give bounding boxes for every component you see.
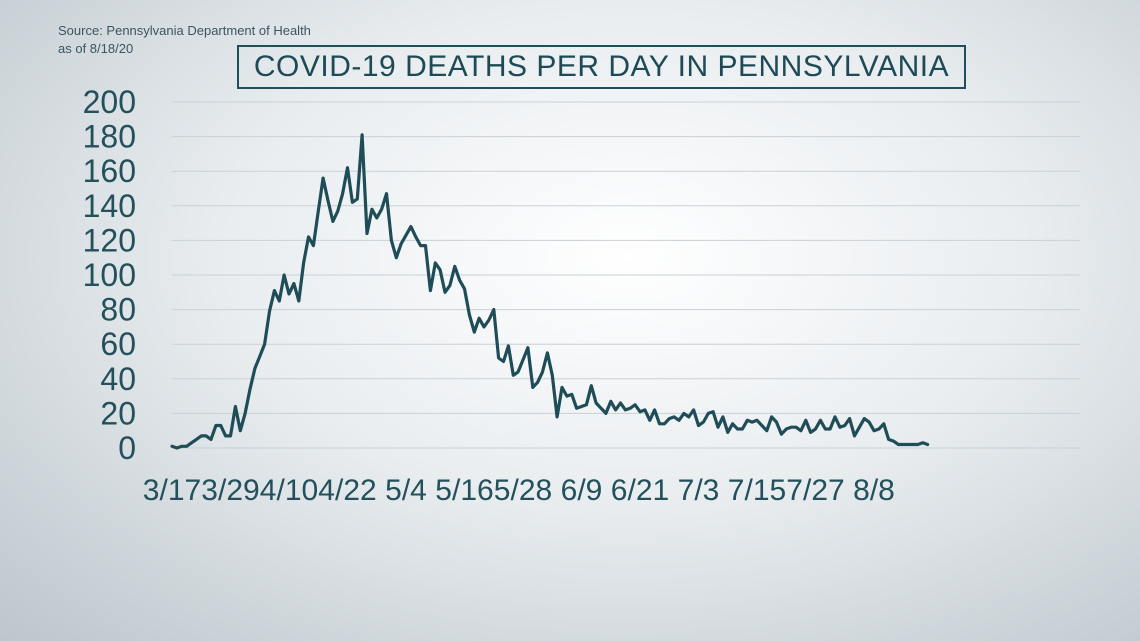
y-tick-label: 180 <box>83 119 136 155</box>
y-tick-label: 40 <box>100 361 136 397</box>
y-tick-label: 100 <box>83 257 136 293</box>
chart-title-box: COVID-19 DEATHS PER DAY IN PENNSYLVANIA <box>237 45 966 89</box>
x-tick-label: 7/15 <box>728 474 786 507</box>
x-tick-label: 6/9 <box>561 474 603 507</box>
chart-title: COVID-19 DEATHS PER DAY IN PENNSYLVANIA <box>253 50 950 83</box>
x-tick-label: 7/27 <box>786 474 844 507</box>
deaths-series-line <box>170 133 930 450</box>
x-tick-label: 5/4 <box>385 474 427 507</box>
x-tick-label: 5/28 <box>494 474 552 507</box>
y-tick-label: 120 <box>83 222 136 258</box>
as-of-date: as of 8/18/20 <box>58 41 134 56</box>
x-tick-label: 4/10 <box>260 474 318 507</box>
x-tick-label: 5/16 <box>435 474 493 507</box>
x-tick-label: 3/17 <box>143 474 201 507</box>
source-line: Source: Pennsylvania Department of Healt… <box>58 23 311 38</box>
x-tick-label: 3/29 <box>201 474 259 507</box>
y-tick-label: 0 <box>118 430 136 466</box>
x-tick-label: 4/22 <box>318 474 376 507</box>
y-tick-label: 160 <box>83 153 136 189</box>
y-tick-label: 140 <box>83 188 136 224</box>
x-tick-label: 6/21 <box>611 474 669 507</box>
y-tick-label: 200 <box>83 84 136 120</box>
x-tick-label: 7/3 <box>678 474 720 507</box>
x-tick-label: 8/8 <box>853 474 895 507</box>
y-tick-label: 80 <box>100 292 136 328</box>
source-note: Source: Pennsylvania Department of Healt… <box>58 22 311 58</box>
y-tick-label: 60 <box>100 326 136 362</box>
y-tick-label: 20 <box>100 395 136 431</box>
